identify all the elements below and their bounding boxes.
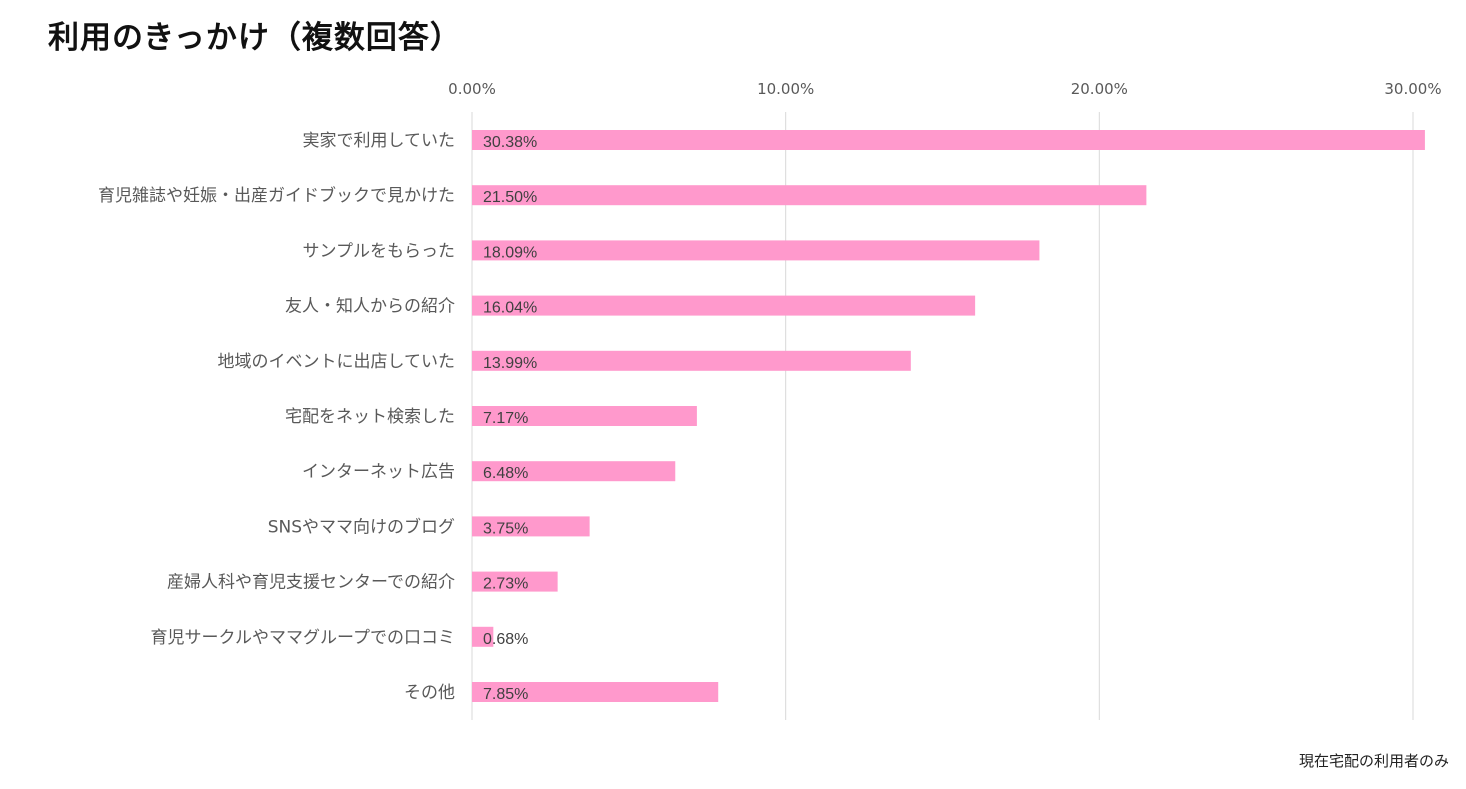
bar [472, 350, 911, 371]
data-label: 3.75% [483, 520, 528, 537]
category-label: 育児雑誌や妊娠・出産ガイドブックで見かけた [98, 185, 455, 206]
category-label: 宅配をネット検索した [285, 407, 455, 427]
data-label: 7.85% [483, 686, 528, 703]
category-label: SNSやママ向けのブログ [268, 516, 455, 537]
bar [472, 240, 1040, 261]
bar [472, 461, 676, 482]
category-label: 地域のイベントに出店していた [218, 352, 456, 372]
bar [472, 406, 697, 426]
data-label: 18.09% [483, 244, 537, 261]
data-label: 13.99% [483, 355, 537, 372]
bar [472, 571, 558, 592]
chart-title: 利用のきっかけ（複数回答） [48, 20, 462, 56]
bar [472, 626, 494, 647]
x-tick-label: 20.00% [1071, 80, 1128, 98]
category-label: その他 [404, 683, 455, 703]
footnote: 現在宅配の利用者のみ [1298, 752, 1449, 770]
x-tick-label: 30.00% [1384, 80, 1441, 98]
data-label: 7.17% [483, 410, 528, 427]
category-label: 育児サークルやママグループでの口コミ [151, 628, 455, 648]
data-label: 6.48% [483, 465, 528, 482]
x-tick-label: 10.00% [757, 80, 814, 98]
x-tick-label: 0.00% [448, 80, 496, 98]
bar [472, 516, 590, 537]
category-label: 友人・知人からの紹介 [285, 297, 455, 317]
data-label: 30.38% [483, 134, 537, 151]
category-label: インターネット広告 [302, 462, 455, 482]
bar [472, 130, 1425, 150]
category-label: 産婦人科や育児支援センターでの紹介 [167, 573, 455, 593]
bar [472, 682, 719, 702]
category-label: 実家で利用していた [303, 131, 456, 151]
bar [472, 185, 1147, 206]
bar [472, 295, 976, 316]
data-label: 0.68% [483, 631, 528, 648]
data-label: 2.73% [483, 576, 528, 593]
data-label: 21.50% [483, 189, 537, 206]
category-label: サンプルをもらった [303, 241, 456, 261]
data-label: 16.04% [483, 300, 537, 317]
